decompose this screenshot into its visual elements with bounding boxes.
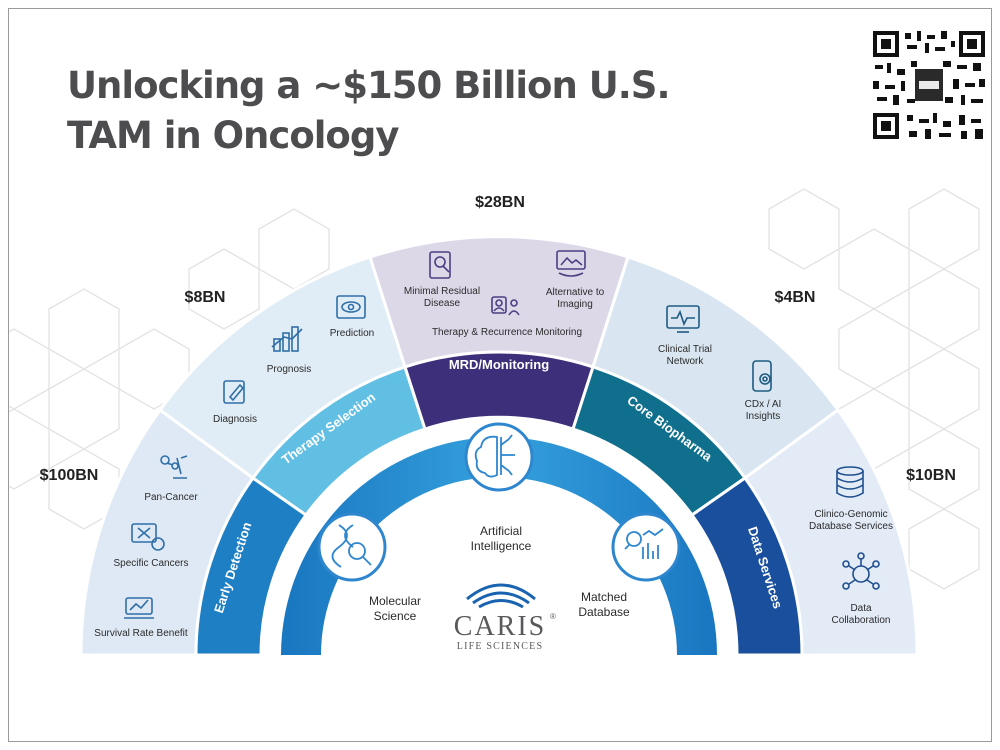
collaboration-network-icon bbox=[842, 552, 880, 590]
database-circle bbox=[611, 512, 681, 582]
database-icon bbox=[836, 466, 864, 498]
amount-early-detection: $100BN bbox=[40, 467, 99, 484]
qr-code-icon[interactable] bbox=[871, 29, 987, 141]
mrd-document-icon bbox=[429, 251, 451, 279]
dna-magnifier-icon bbox=[331, 524, 372, 568]
label-clinico-genomic-line2: Database Services bbox=[809, 521, 893, 532]
label-ai-line2: Intelligence bbox=[471, 539, 532, 553]
amount-therapy-selection: $8BN bbox=[185, 289, 226, 306]
diagnosis-pen-icon bbox=[223, 380, 245, 404]
label-molecular-line1: Molecular bbox=[369, 594, 421, 608]
label-clinical-trial-line2: Network bbox=[667, 356, 705, 367]
caris-registered-mark: ® bbox=[550, 612, 556, 621]
caris-logo: CARIS ® LIFE SCIENCES bbox=[454, 583, 556, 652]
label-clinico-genomic-line1: Clinico-Genomic bbox=[814, 509, 887, 520]
label-mrd-line2: Disease bbox=[424, 298, 461, 309]
cdx-phone-icon bbox=[752, 360, 772, 392]
title-line-2: TAM in Oncology bbox=[67, 114, 399, 157]
label-diagnosis: Diagnosis bbox=[213, 414, 257, 425]
monitoring-person-icon bbox=[491, 296, 520, 316]
label-cdx-line2: Insights bbox=[746, 411, 780, 422]
band-data-services bbox=[689, 475, 804, 657]
label-alternative-line1: Alternative to bbox=[546, 287, 605, 298]
label-cdx-line1: CDx / AI bbox=[745, 399, 782, 410]
brain-icon bbox=[474, 434, 515, 478]
inner-core-arc bbox=[281, 437, 717, 655]
amount-data-services: $10BN bbox=[906, 467, 956, 484]
label-data-collab-line2: Collaboration bbox=[832, 615, 891, 626]
label-prediction: Prediction bbox=[330, 328, 374, 339]
dna-document-icon bbox=[131, 523, 165, 551]
band-label-mrd: MRD/Monitoring bbox=[449, 357, 549, 372]
label-survival-rate: Survival Rate Benefit bbox=[94, 628, 188, 639]
slide-frame: Early Detection Therapy Selection MRD/Mo… bbox=[8, 8, 992, 742]
label-ai-line1: Artificial bbox=[480, 524, 522, 538]
analytics-icon bbox=[624, 528, 664, 559]
title-line-1: Unlocking a ~$150 Billion U.S. bbox=[67, 64, 671, 107]
clinical-trial-monitor-icon bbox=[666, 305, 700, 333]
label-specific-cancers: Specific Cancers bbox=[113, 558, 188, 569]
microscope-icon bbox=[160, 455, 188, 479]
background-hex-pattern bbox=[9, 188, 980, 590]
molecular-circle bbox=[317, 512, 387, 582]
label-clinical-trial-line1: Clinical Trial bbox=[658, 344, 712, 355]
imaging-icon bbox=[556, 250, 586, 277]
amount-biopharma: $4BN bbox=[775, 289, 816, 306]
label-data-collab-line1: Data bbox=[850, 603, 872, 614]
survival-chart-icon bbox=[124, 597, 154, 619]
label-matched-line2: Database bbox=[578, 605, 630, 619]
ai-circle bbox=[464, 422, 534, 492]
label-pan-cancer: Pan-Cancer bbox=[144, 492, 198, 503]
label-therapy-recurrence: Therapy & Recurrence Monitoring bbox=[432, 327, 582, 338]
band-ring bbox=[194, 350, 804, 657]
label-alternative-line2: Imaging bbox=[557, 299, 593, 310]
label-molecular-line2: Science bbox=[374, 609, 417, 623]
amount-mrd: $28BN bbox=[475, 194, 525, 211]
prediction-eye-icon bbox=[336, 295, 366, 319]
label-prognosis: Prognosis bbox=[267, 364, 311, 375]
caris-wordmark: CARIS bbox=[454, 611, 546, 642]
label-matched-line1: Matched bbox=[581, 590, 627, 604]
slide-title: Unlocking a ~$150 Billion U.S. TAM in On… bbox=[67, 61, 671, 161]
prognosis-bars-icon bbox=[271, 326, 303, 352]
label-mrd-line1: Minimal Residual bbox=[404, 286, 480, 297]
oncology-tam-diagram: Early Detection Therapy Selection MRD/Mo… bbox=[9, 188, 980, 657]
caris-tagline: LIFE SCIENCES bbox=[457, 641, 543, 652]
